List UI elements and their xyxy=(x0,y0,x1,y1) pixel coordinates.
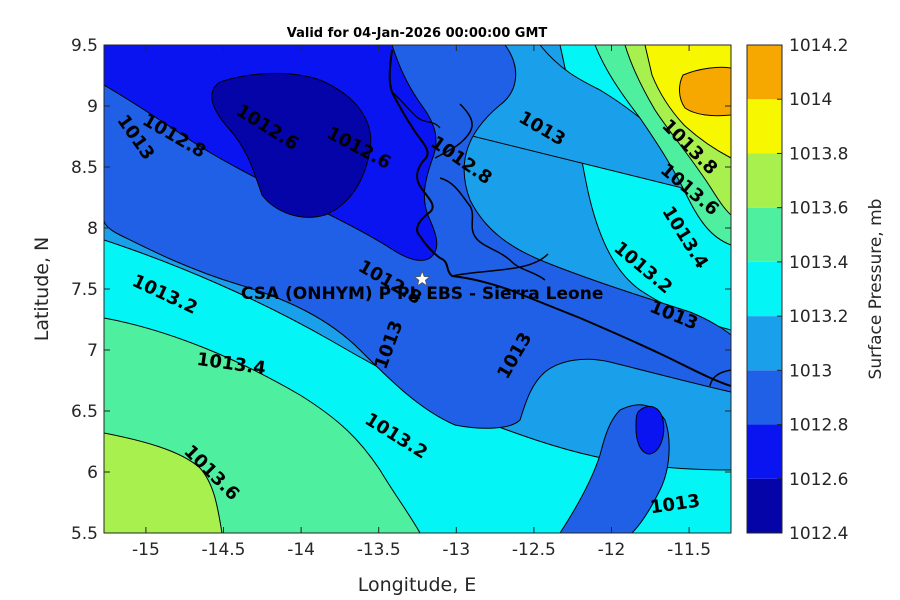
y-axis-label: Latitude, N xyxy=(31,237,53,342)
colorbar-tick-label: 1014.2 xyxy=(789,36,848,56)
colorbar-tick-label: 1013.2 xyxy=(789,307,848,327)
colorbar-tick-label: 1012.6 xyxy=(789,470,848,490)
y-tick-label: 8.5 xyxy=(71,158,98,178)
x-axis: -15 -14.5 -14 -13.5 -13 -12.5 -12 -11.5 xyxy=(132,45,711,560)
contour-band-1013.6 xyxy=(104,432,223,533)
coastline xyxy=(388,49,731,387)
colorbar-swatch xyxy=(747,153,782,208)
y-tick-label: 7 xyxy=(87,341,98,361)
colorbar-frame xyxy=(746,44,783,534)
x-tick-label: -15 xyxy=(132,540,160,560)
colorbar-swatch xyxy=(747,45,782,100)
colorbar-tick-label: 1013 xyxy=(789,361,832,381)
x-tick-label: -12.5 xyxy=(512,540,556,560)
contour-band-1012.4 xyxy=(211,72,372,218)
contour-band-1014 xyxy=(679,66,731,117)
y-tick-label: 9.5 xyxy=(71,36,98,56)
y-axis: 5.5 6 6.5 7 7.5 8 8.5 9 9.5 xyxy=(71,36,731,544)
x-tick-label: -12 xyxy=(598,540,626,560)
y-tick-label: 8 xyxy=(87,219,98,239)
colorbar-tick-label: 1013.6 xyxy=(789,199,848,219)
x-tick-label: -11.5 xyxy=(667,540,711,560)
chart-title: Valid for 04-Jan-2026 00:00:00 GMT xyxy=(287,26,548,41)
y-tick-label: 7.5 xyxy=(71,280,98,300)
y-tick-label: 6 xyxy=(87,463,98,483)
river-path-1 xyxy=(434,103,473,159)
colorbar-tick-label: 1014 xyxy=(789,90,832,110)
x-tick-label: -14 xyxy=(287,540,315,560)
y-tick-label: 6.5 xyxy=(71,402,98,422)
star-icon xyxy=(413,270,431,287)
colorbar-tick-label: 1012.4 xyxy=(789,524,848,544)
pressure-field xyxy=(104,45,731,533)
x-axis-label: Longitude, E xyxy=(358,574,477,596)
colorbar-tick-label: 1013.4 xyxy=(789,253,848,273)
x-tick-label: -13 xyxy=(442,540,470,560)
colorbar-label: Surface Pressure, mb xyxy=(866,199,886,380)
coastline-path xyxy=(388,49,731,387)
colorbar-tick-label: 1013.8 xyxy=(789,144,848,164)
colorbar-swatch xyxy=(747,424,782,479)
coast-tail xyxy=(709,369,731,387)
x-tick-label: -14.5 xyxy=(202,540,246,560)
colorbar-swatch xyxy=(747,261,782,317)
colorbar-swatch xyxy=(747,478,782,533)
contour-band-1012.6 xyxy=(635,405,665,455)
site-marker: CSA (ONHYM) P PL EBS - Sierra Leone xyxy=(241,270,603,304)
y-tick-label: 5.5 xyxy=(71,524,98,544)
colorbar-swatch xyxy=(747,207,782,262)
river-path-3 xyxy=(451,253,549,277)
y-tick-label: 9 xyxy=(87,97,98,117)
colorbar-tick-label: 1012.8 xyxy=(789,416,848,436)
colorbar: 1012.4 1012.6 1012.8 1013 1013.2 1013.4 1013.6… xyxy=(746,36,848,544)
colorbar-swatch xyxy=(747,99,782,154)
colorbar-swatch xyxy=(747,316,782,371)
colorbar-swatch xyxy=(747,370,782,425)
river-path-4 xyxy=(391,91,441,129)
x-tick-label: -13.5 xyxy=(357,540,401,560)
site-label: CSA (ONHYM) P PL EBS - Sierra Leone xyxy=(241,284,603,304)
